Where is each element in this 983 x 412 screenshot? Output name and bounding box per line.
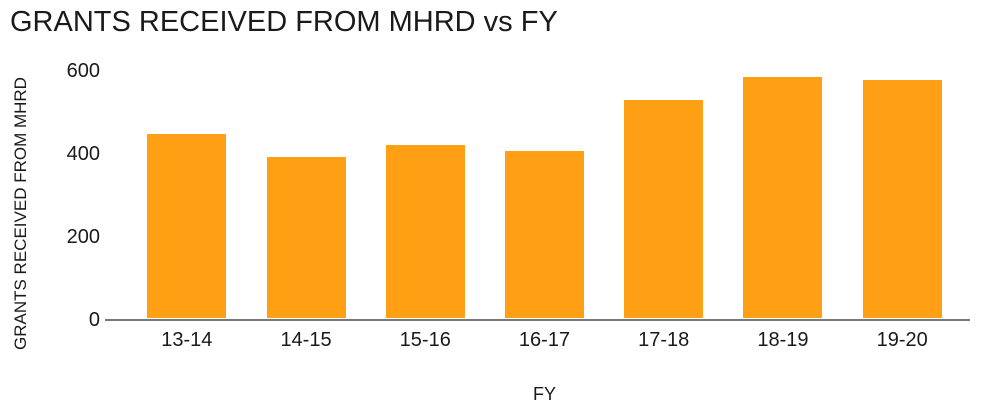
x-axis-line <box>105 318 970 321</box>
y-tick-label: 400 <box>66 142 100 165</box>
bar <box>624 100 704 319</box>
x-tick-label: 16-17 <box>518 329 571 351</box>
x-tick-label: 18-19 <box>757 329 809 351</box>
x-tick-label: 17-18 <box>638 329 690 351</box>
bar <box>743 77 823 319</box>
bar <box>147 134 227 319</box>
bar <box>862 79 942 319</box>
bar <box>385 145 465 319</box>
x-tick-label: 15-16 <box>399 329 451 351</box>
bar <box>504 150 584 319</box>
x-tick-label: 13-14 <box>161 329 213 351</box>
bar <box>266 157 346 319</box>
y-axis-title: GRANTS RECEIVED FROM MHRD <box>11 77 30 351</box>
chart-title: GRANTS RECEIVED FROM MHRD vs FY <box>10 6 558 38</box>
x-tick-label: 19-20 <box>876 329 928 351</box>
y-tick-label: 600 <box>66 60 100 82</box>
x-axis-title: FY <box>532 384 556 404</box>
y-tick-label: 200 <box>66 225 100 248</box>
x-tick-label: 14-15 <box>280 329 332 351</box>
y-tick-label: 0 <box>88 308 100 331</box>
